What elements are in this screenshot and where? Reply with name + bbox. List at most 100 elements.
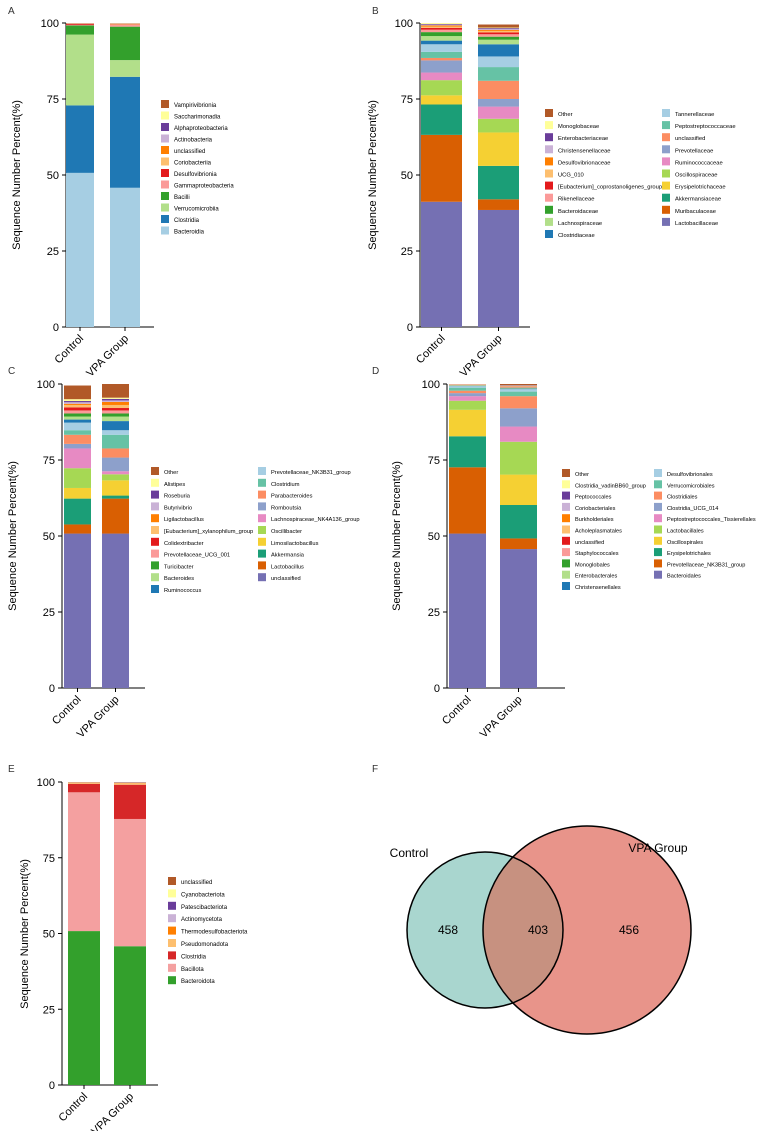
- bar-segment-lactobacillales-control: [449, 400, 486, 410]
- y-tick-label: 75: [43, 853, 55, 865]
- bar-segment-bacillota-control: [68, 792, 100, 932]
- bar-segment-unclassified-vpa-group: [102, 533, 129, 688]
- venn-set-label-vpa-group: VPA Group: [628, 841, 687, 855]
- bar-segment-erysipelotrichales-control: [449, 436, 486, 468]
- legend-swatch: [545, 169, 553, 178]
- y-tick-label: 0: [407, 322, 413, 334]
- legend-swatch: [654, 491, 662, 500]
- x-tick-label: Control: [440, 694, 474, 728]
- panel-c-chart: C 0 25 50 75 100 Sequence Number Percent(%) Con…: [7, 366, 360, 740]
- bar-segment-christensenellaceae-control: [421, 24, 462, 26]
- legend-swatch: [545, 121, 553, 130]
- legend-label: Enterobacteriaceae: [558, 136, 608, 142]
- bar-segment-bacteroidales-control: [449, 533, 486, 688]
- bar-segment-akkermansiaceae-control: [421, 104, 462, 135]
- bar-segment-verrucomicrobiales-control: [449, 387, 486, 391]
- legend-label: Christensenellales: [575, 585, 621, 591]
- legend-swatch: [151, 478, 159, 487]
- bar-segment-akkermansiaceae-vpa-group: [478, 165, 519, 200]
- legend-label: Lachnospiraceae: [558, 221, 602, 227]
- legend-label: Clostridiales: [667, 495, 698, 501]
- legend-label: Clostridia: [174, 218, 200, 224]
- bar-segment-pseudomonadota-vpa-group: [114, 783, 146, 785]
- y-tick-label: 75: [43, 455, 55, 467]
- bar-segment-eubacterium-xylanophilum-group-control: [64, 404, 91, 408]
- y-tick-label: 50: [428, 531, 440, 543]
- legend-swatch: [168, 963, 176, 972]
- legend-label: Bacteroidaceae: [558, 209, 598, 215]
- bar-segment-tannerellaceae-control: [421, 44, 462, 52]
- legend-swatch: [161, 215, 169, 223]
- legend-swatch: [258, 478, 266, 487]
- legend-label: unclassified: [181, 880, 212, 886]
- legend-swatch: [258, 490, 266, 499]
- panel-label: C: [8, 366, 15, 377]
- legend-swatch: [654, 548, 662, 557]
- bar-segment-verrucomicrobiia-control: [66, 34, 94, 106]
- legend-label: Enterobacterales: [575, 574, 617, 580]
- legend-swatch: [258, 502, 266, 511]
- legend-swatch: [562, 469, 570, 477]
- bar-segment-clostridium-vpa-group: [102, 434, 129, 449]
- panel-label: A: [8, 6, 15, 17]
- legend-label: Parabacteroides: [271, 494, 313, 500]
- legend-swatch: [168, 901, 176, 910]
- bar-segment-clostridiaceae-vpa-group: [478, 44, 519, 57]
- legend-label: Burkholderiales: [575, 517, 614, 523]
- bar-segment-oscillospiraceae-vpa-group: [478, 118, 519, 133]
- bar-segment-eubacterium-xylanophilum-group-vpa-group: [102, 404, 129, 409]
- legend-label: Prevotellaceae_NK3B31_group: [271, 470, 351, 476]
- legend-label: Gammaproteobacteria: [174, 184, 234, 190]
- legend-label: Other: [558, 112, 573, 118]
- panel-a-chart: A 0 25 50 75 100 Sequence Number Percent(%) Con…: [8, 6, 234, 379]
- legend-label: Verrucomicrobiales: [667, 483, 715, 489]
- legend-swatch: [258, 526, 266, 534]
- bar-segment-oscillibacter-vpa-group: [102, 474, 129, 481]
- bar-segment-turicibacter-control: [64, 413, 91, 417]
- legend-swatch: [258, 573, 266, 582]
- y-tick-label: 75: [428, 455, 440, 467]
- bar-segment-erysipelotrichaceae-control: [421, 95, 462, 105]
- bar-segment-verrucomicrobiia-vpa-group: [110, 60, 140, 77]
- bar-segment-ucg-010-control: [421, 26, 462, 28]
- bar-segment-oscillibacter-control: [64, 468, 91, 488]
- bar-segment-lactobacillaceae-vpa-group: [478, 209, 519, 327]
- legend-swatch: [562, 491, 570, 500]
- legend-swatch: [161, 123, 169, 131]
- bar-segment-staphylococcales-vpa-group: [500, 387, 537, 388]
- legend-label: Thermodesulfobacteriota: [181, 930, 248, 936]
- legend-label: Monoglobales: [575, 562, 610, 568]
- y-tick-label: 0: [49, 683, 55, 695]
- legend-swatch: [562, 570, 570, 579]
- y-tick-label: 75: [47, 94, 59, 106]
- legend-swatch: [562, 480, 570, 489]
- legend-label: Bacillota: [181, 967, 204, 973]
- bar-segment-clostridia-vpa-group: [110, 76, 140, 188]
- venn-count-shared: 403: [528, 923, 548, 937]
- legend-label: Christensenellaceae: [558, 148, 611, 154]
- bar-segment-roseburia-vpa-group: [102, 398, 129, 401]
- x-tick-label: VPA Group: [84, 333, 131, 380]
- bar-segment-ruminococcaceae-control: [421, 72, 462, 81]
- legend-label: Muribaculaceae: [675, 209, 716, 215]
- bar-segment-other-control: [64, 385, 91, 400]
- bar-segment-clostridia-control: [66, 105, 94, 173]
- legend-label: Other: [575, 472, 589, 478]
- legend-label: Staphylococcales: [575, 551, 619, 557]
- panel-e-chart: E 0 25 50 75 100 Sequence Number Percent(%) Con…: [8, 764, 248, 1131]
- bar-segment-lachnospiraceae-nk4a136-group-vpa-group: [102, 471, 129, 475]
- legend-label: Oscillibacter: [271, 529, 302, 535]
- legend-swatch: [662, 169, 670, 178]
- legend-label: Bacteroidales: [667, 574, 701, 580]
- bar-segment-butyrivibrio-vpa-group: [102, 400, 129, 402]
- legend-swatch: [258, 549, 266, 558]
- legend-label: Patescibacteriota: [181, 905, 228, 911]
- y-axis-label: Sequence Number Percent(%): [367, 100, 379, 250]
- y-axis-label: Sequence Number Percent(%): [391, 461, 403, 611]
- legend-label: Clostridia: [181, 954, 207, 960]
- venn-count-vpa-only: 456: [619, 923, 639, 937]
- legend-label: Peptostreptococcaceae: [675, 124, 736, 130]
- y-tick-label: 0: [434, 683, 440, 695]
- legend-swatch: [151, 526, 159, 534]
- y-tick-label: 0: [53, 322, 59, 334]
